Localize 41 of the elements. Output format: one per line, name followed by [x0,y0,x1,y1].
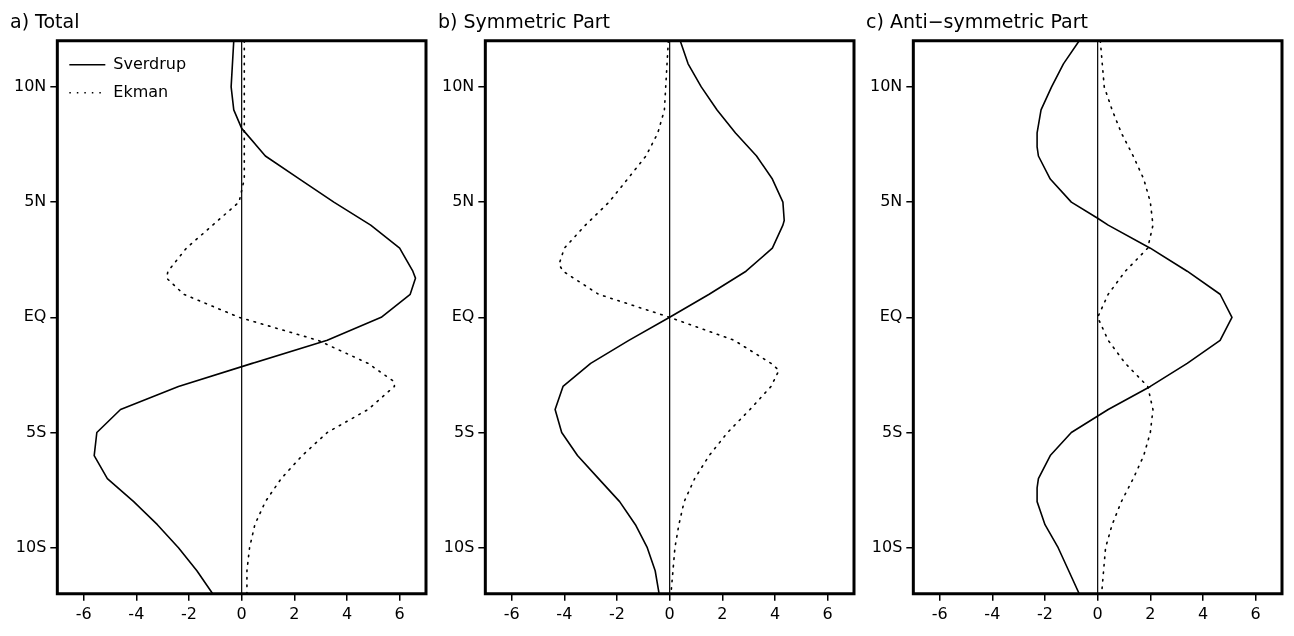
x-tick-label: -2 [609,603,625,623]
y-tick-label: 10N [870,76,903,96]
y-tick-label: 5N [452,191,475,211]
x-tick-label: -2 [1037,603,1053,623]
y-tick-label: 10S [15,536,47,556]
x-tick-label: -6 [503,603,520,623]
chart-title: c) Anti−symmetric Part [866,10,1088,33]
legend-label: Ekman [113,81,169,101]
x-tick-label: 0 [236,603,247,623]
x-tick-label: 2 [717,603,728,623]
x-tick-label: -4 [128,603,145,623]
chart-title: a) Total [10,10,80,33]
y-tick-label: EQ [451,306,475,326]
y-tick-label: 5S [25,421,47,441]
y-tick-label: 5N [24,191,47,211]
x-tick-label: 0 [664,603,675,623]
x-tick-label: -4 [556,603,573,623]
x-tick-label: 4 [1197,603,1209,623]
x-tick-label: 6 [1250,603,1261,623]
x-tick-label: -2 [181,603,197,623]
x-tick-label: -6 [931,603,948,623]
y-tick-label: 5S [881,421,903,441]
x-tick-label: -4 [984,603,1001,623]
y-tick-label: 10N [14,76,47,96]
x-tick-label: 2 [1145,603,1156,623]
x-tick-label: 6 [822,603,833,623]
y-tick-label: 5S [453,421,475,441]
y-tick-label: EQ [23,306,47,326]
x-tick-label: 4 [341,603,353,623]
x-tick-label: 6 [394,603,405,623]
y-tick-label: EQ [879,306,903,326]
y-tick-label: 10N [442,76,475,96]
y-tick-label: 10S [443,536,475,556]
y-tick-label: 5N [880,191,903,211]
x-tick-label: 0 [1092,603,1103,623]
y-tick-label: 10S [871,536,903,556]
x-tick-label: -6 [75,603,92,623]
chart-title: b) Symmetric Part [438,10,611,33]
x-tick-label: 2 [289,603,300,623]
x-tick-label: 4 [769,603,781,623]
legend-label: Sverdrup [113,53,187,73]
